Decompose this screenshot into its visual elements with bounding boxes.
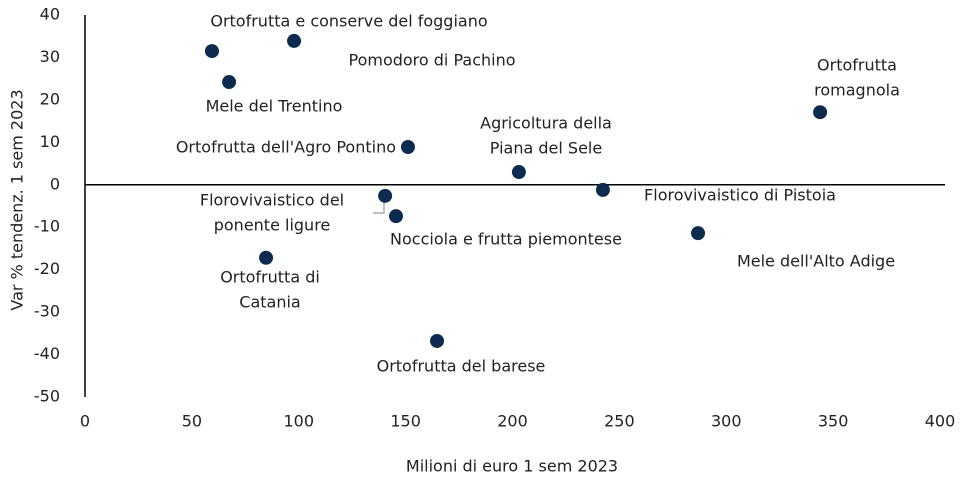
y-tick-label: 0 bbox=[50, 174, 60, 193]
x-tick-label: 200 bbox=[497, 412, 528, 431]
y-tick-label: -50 bbox=[34, 387, 60, 406]
y-tick-label: -40 bbox=[34, 344, 60, 363]
point bbox=[389, 209, 404, 224]
point bbox=[287, 33, 302, 48]
x-tick-label: 100 bbox=[283, 412, 314, 431]
point bbox=[222, 75, 237, 90]
y-tick-label: 10 bbox=[40, 132, 60, 151]
point-label: Ortofrutta bbox=[817, 56, 897, 75]
x-axis-title: Milioni di euro 1 sem 2023 bbox=[406, 457, 618, 476]
point bbox=[691, 226, 706, 241]
y-tick-label: -10 bbox=[34, 217, 60, 236]
x-tick-label: 250 bbox=[604, 412, 635, 431]
point-label: Florovivaistico del bbox=[200, 191, 344, 210]
point-label: Mele dell'Alto Adige bbox=[737, 252, 895, 271]
point bbox=[595, 182, 610, 197]
x-tick-label: 300 bbox=[711, 412, 742, 431]
point bbox=[259, 250, 274, 265]
x-tick-label: 350 bbox=[818, 412, 849, 431]
point-label: romagnola bbox=[814, 81, 900, 100]
point bbox=[378, 188, 393, 203]
x-tick-label: 150 bbox=[390, 412, 421, 431]
point bbox=[813, 105, 828, 120]
point-label: Mele del Trentino bbox=[206, 97, 343, 116]
x-tick-label: 50 bbox=[182, 412, 202, 431]
y-tick-label: 20 bbox=[40, 89, 60, 108]
point-label: ponente ligure bbox=[214, 216, 331, 235]
point-label: Florovivaistico di Pistoia bbox=[644, 186, 836, 205]
point bbox=[400, 140, 415, 155]
point-label: Piana del Sele bbox=[490, 139, 602, 158]
y-tick-label: 30 bbox=[40, 47, 60, 66]
point-label: Agricoltura della bbox=[480, 114, 612, 133]
point-label: Ortofrutta e conserve del foggiano bbox=[210, 12, 487, 31]
point bbox=[204, 44, 219, 59]
x-tick-label: 0 bbox=[80, 412, 90, 431]
y-tick-label: 40 bbox=[40, 5, 60, 24]
y-tick-label: -30 bbox=[34, 302, 60, 321]
point bbox=[430, 333, 445, 348]
point-label: Nocciola e frutta piemontese bbox=[390, 230, 622, 249]
point-label: Ortofrutta dell'Agro Pontino bbox=[176, 138, 396, 157]
point-label: Catania bbox=[239, 293, 300, 312]
x-tick-label: 400 bbox=[925, 412, 956, 431]
y-axis-title: Var % tendenz. 1 sem 2023 bbox=[8, 89, 27, 310]
point bbox=[511, 165, 526, 180]
point-label: Ortofrutta del barese bbox=[377, 357, 546, 376]
y-tick-label: -20 bbox=[34, 259, 60, 278]
leader-line bbox=[373, 200, 385, 214]
point-label: Pomodoro di Pachino bbox=[348, 51, 515, 70]
point-label: Ortofrutta di bbox=[220, 268, 320, 287]
